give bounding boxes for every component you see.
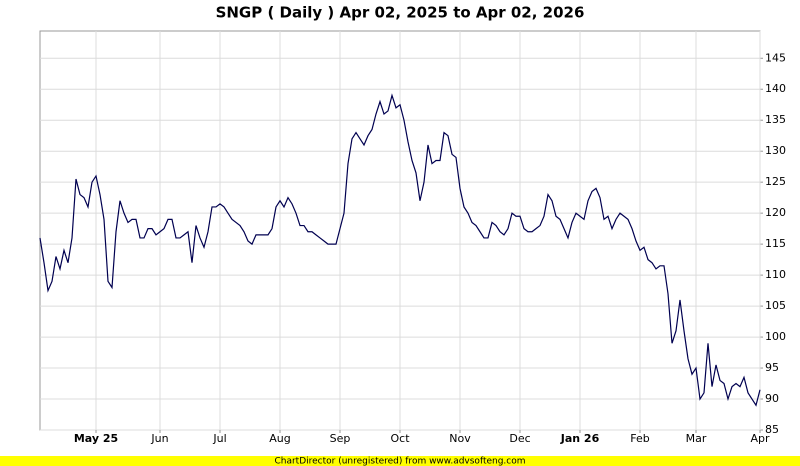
x-tick-label: Jun: [150, 432, 168, 445]
y-tick-label: 125: [765, 175, 786, 188]
x-tick-label: May 25: [74, 432, 118, 445]
y-tick-label: 95: [765, 361, 779, 374]
price-line: [39, 93, 761, 407]
y-tick-label: 100: [765, 330, 786, 343]
y-tick-label: 130: [765, 144, 786, 157]
y-tick-label: 135: [765, 113, 786, 126]
y-tick-label: 120: [765, 206, 786, 219]
chart-title: SNGP ( Daily ) Apr 02, 2025 to Apr 02, 2…: [216, 4, 585, 22]
x-tick-label: Oct: [390, 432, 410, 445]
x-tick-label: Mar: [686, 432, 707, 445]
y-tick-label: 115: [765, 237, 786, 250]
y-tick-label: 85: [765, 423, 779, 436]
x-tick-label: Dec: [509, 432, 530, 445]
y-tick-label: 145: [765, 51, 786, 64]
footer: ChartDirector (unregistered) from www.ad…: [274, 457, 525, 466]
x-tick-label: Nov: [449, 432, 471, 445]
x-tick-label: Sep: [330, 432, 351, 445]
y-tick-label: 105: [765, 299, 786, 312]
x-tick-label: Aug: [269, 432, 290, 445]
x-tick-label: Feb: [630, 432, 649, 445]
y-tick-label: 90: [765, 392, 779, 405]
x-tick-label: Apr: [750, 432, 770, 445]
x-tick-label: Jul: [212, 432, 226, 445]
y-tick-label: 110: [765, 268, 786, 281]
y-tick-label: 140: [765, 82, 786, 95]
footer-bar: [0, 456, 800, 466]
x-tick-label: Jan 26: [560, 432, 600, 445]
